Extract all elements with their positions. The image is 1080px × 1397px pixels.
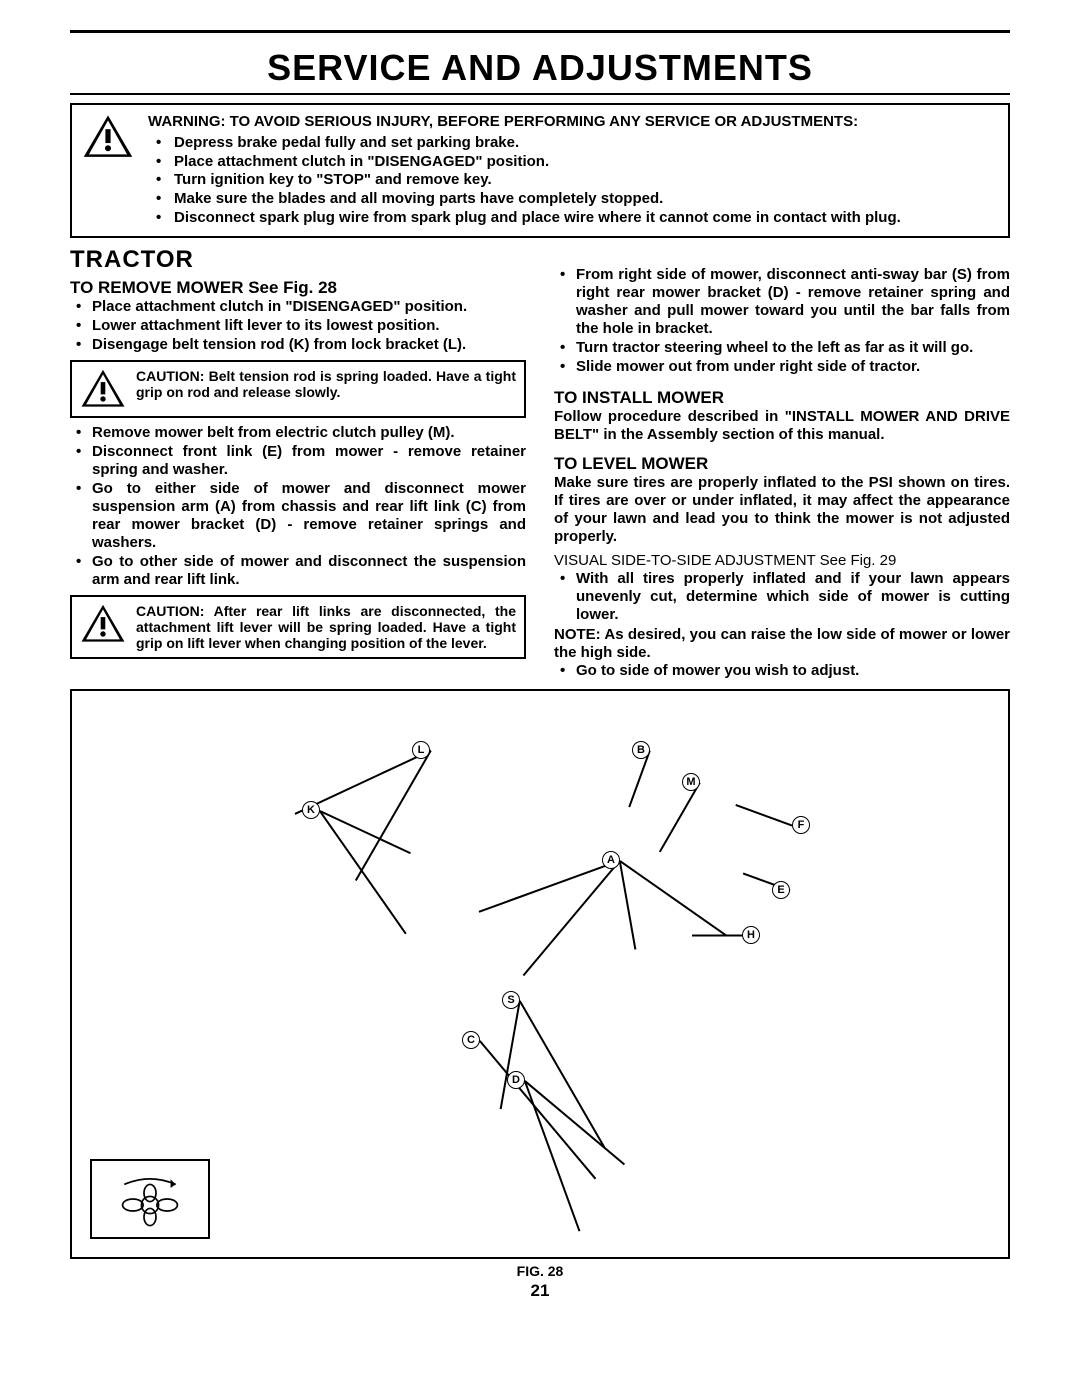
remove-list-3: From right side of mower, disconnect ant… xyxy=(554,266,1010,376)
list-item: Go to other side of mower and disconnect… xyxy=(92,553,526,589)
callout-label: K xyxy=(302,801,320,819)
callout-label: L xyxy=(412,741,430,759)
level-heading: TO LEVEL MOWER xyxy=(554,454,1010,474)
right-column: From right side of mower, disconnect ant… xyxy=(554,244,1010,681)
list-item: Place attachment clutch in "DISENGAGED" … xyxy=(92,298,526,316)
callout-line xyxy=(659,782,700,852)
caution-box-2: CAUTION: After rear lift links are disco… xyxy=(70,595,526,659)
left-column: TRACTOR TO REMOVE MOWER See Fig. 28 Plac… xyxy=(70,244,526,681)
remove-list-2: Remove mower belt from electric clutch p… xyxy=(70,424,526,589)
page-number: 21 xyxy=(70,1281,1010,1301)
callout-line xyxy=(735,804,792,826)
callout-line xyxy=(500,1000,521,1109)
warning-list: Depress brake pedal fully and set parkin… xyxy=(148,134,998,228)
callout-label: C xyxy=(462,1031,480,1049)
list-item: Make sure the blades and all moving part… xyxy=(174,190,998,209)
callout-label: F xyxy=(792,816,810,834)
callout-label: A xyxy=(602,851,620,869)
page-title: SERVICE AND ADJUSTMENTS xyxy=(70,33,1010,93)
page: SERVICE AND ADJUSTMENTS WARNING: TO AVOI… xyxy=(70,30,1010,1301)
callout-line xyxy=(629,750,651,807)
list-item: Disengage belt tension rod (K) from lock… xyxy=(92,336,526,354)
callout-line xyxy=(692,935,742,937)
callout-label: D xyxy=(507,1071,525,1089)
warning-box: WARNING: TO AVOID SERIOUS INJURY, BEFORE… xyxy=(70,103,1010,238)
callout-line xyxy=(319,810,406,934)
list-item: Disconnect spark plug wire from spark pl… xyxy=(174,209,998,228)
list-item: Remove mower belt from electric clutch p… xyxy=(92,424,526,442)
knob-icon xyxy=(100,1169,200,1229)
install-text: Follow procedure described in "INSTALL M… xyxy=(554,408,1010,444)
caution-box-1: CAUTION: Belt tension rod is spring load… xyxy=(70,360,526,418)
callout-line xyxy=(355,750,431,881)
list-item: Lower attachment lift lever to its lowes… xyxy=(92,317,526,335)
divider xyxy=(70,93,1010,95)
warning-text: WARNING: TO AVOID SERIOUS INJURY, BEFORE… xyxy=(148,113,998,228)
warning-icon xyxy=(80,368,126,410)
callout-label: B xyxy=(632,741,650,759)
list-item: With all tires properly inflated and if … xyxy=(576,570,1010,624)
list-item: Slide mower out from under right side of… xyxy=(576,358,1010,376)
warning-lead: WARNING: TO AVOID SERIOUS INJURY, BEFORE… xyxy=(148,113,998,132)
level-text: Make sure tires are properly inflated to… xyxy=(554,474,1010,546)
list-item: Go to side of mower you wish to adjust. xyxy=(576,662,1010,680)
figure-28: L B M K F A E H S C D xyxy=(70,689,1010,1259)
list-item: Depress brake pedal fully and set parkin… xyxy=(174,134,998,153)
list-item: Turn ignition key to "STOP" and remove k… xyxy=(174,171,998,190)
list-item: Turn tractor steering wheel to the left … xyxy=(576,339,1010,357)
callout-label: M xyxy=(682,773,700,791)
list-item: Disconnect front link (E) from mower - r… xyxy=(92,443,526,479)
callout-line xyxy=(519,1000,605,1148)
callout-label: H xyxy=(742,926,760,944)
list-item: Go to either side of mower and disconnec… xyxy=(92,480,526,552)
callout-label: S xyxy=(502,991,520,1009)
remove-heading: TO REMOVE MOWER See Fig. 28 xyxy=(70,278,526,298)
list-item: Place attachment clutch in "DISENGAGED" … xyxy=(174,153,998,172)
figure-caption: FIG. 28 xyxy=(70,1263,1010,1279)
warning-icon xyxy=(82,113,134,228)
inset-diagram xyxy=(90,1159,210,1239)
callout-line xyxy=(479,1040,596,1179)
callout-label: E xyxy=(772,881,790,899)
level-note: NOTE: As desired, you can raise the low … xyxy=(554,626,1010,662)
tractor-heading: TRACTOR xyxy=(70,246,526,274)
level-list-1: With all tires properly inflated and if … xyxy=(554,570,1010,624)
visual-adj-text: VISUAL SIDE-TO-SIDE ADJUSTMENT See Fig. … xyxy=(554,552,1010,570)
caution-text-2: CAUTION: After rear lift links are disco… xyxy=(136,603,516,651)
content-columns: TRACTOR TO REMOVE MOWER See Fig. 28 Plac… xyxy=(70,244,1010,681)
caution-text-1: CAUTION: Belt tension rod is spring load… xyxy=(136,368,516,410)
install-heading: TO INSTALL MOWER xyxy=(554,388,1010,408)
remove-list-1: Place attachment clutch in "DISENGAGED" … xyxy=(70,298,526,354)
level-list-2: Go to side of mower you wish to adjust. xyxy=(554,662,1010,680)
list-item: From right side of mower, disconnect ant… xyxy=(576,266,1010,338)
callout-line xyxy=(619,860,636,949)
warning-icon xyxy=(80,603,126,651)
callout-line xyxy=(620,860,727,936)
